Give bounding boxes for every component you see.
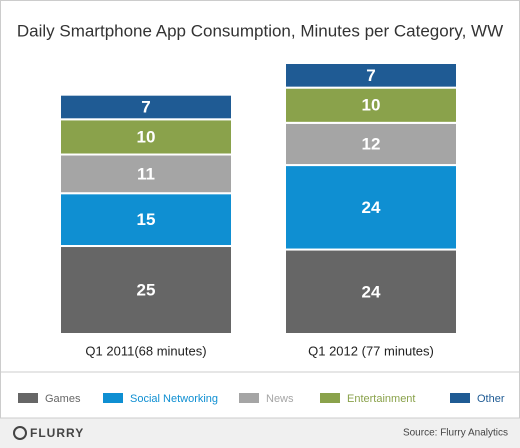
value-label: 25 <box>137 280 156 299</box>
legend-swatch <box>239 393 259 403</box>
bar-segment <box>59 118 233 156</box>
x-tick-label: Q1 2012 (77 minutes) <box>308 343 434 358</box>
bar-segment <box>284 164 458 251</box>
value-label: 24 <box>362 282 381 301</box>
bar-segment <box>284 86 458 124</box>
chart-title: Daily Smartphone App Consumption, Minute… <box>17 21 503 40</box>
bar-segment <box>59 245 233 335</box>
value-label: 11 <box>137 164 155 183</box>
source: Source: Flurry Analytics <box>403 428 508 439</box>
logo: FLURRY <box>30 426 84 440</box>
bar-segment <box>59 192 233 248</box>
legend-swatch <box>320 393 340 403</box>
logo-icon <box>13 426 27 440</box>
x-tick-label: Q1 2011(68 minutes) <box>85 343 206 358</box>
value-label: 24 <box>362 198 381 217</box>
bar-segment <box>284 248 458 335</box>
bar-segment <box>284 62 458 89</box>
value-label: 12 <box>362 134 381 153</box>
value-label: 10 <box>137 127 156 146</box>
footer <box>0 418 520 448</box>
value-label: 7 <box>366 66 375 85</box>
legend-label: Social Networking <box>130 393 218 405</box>
legend-swatch <box>103 393 123 403</box>
legend-label: News <box>266 393 294 405</box>
legend-label: Other <box>477 393 505 405</box>
legend-swatch <box>18 393 38 403</box>
legend-swatch <box>450 393 470 403</box>
legend-label: Games <box>45 393 81 405</box>
legend-label: Entertainment <box>347 393 415 405</box>
value-label: 15 <box>137 210 156 229</box>
value-label: 7 <box>141 97 150 116</box>
bar-segment <box>59 93 233 121</box>
value-label: 10 <box>362 96 381 115</box>
